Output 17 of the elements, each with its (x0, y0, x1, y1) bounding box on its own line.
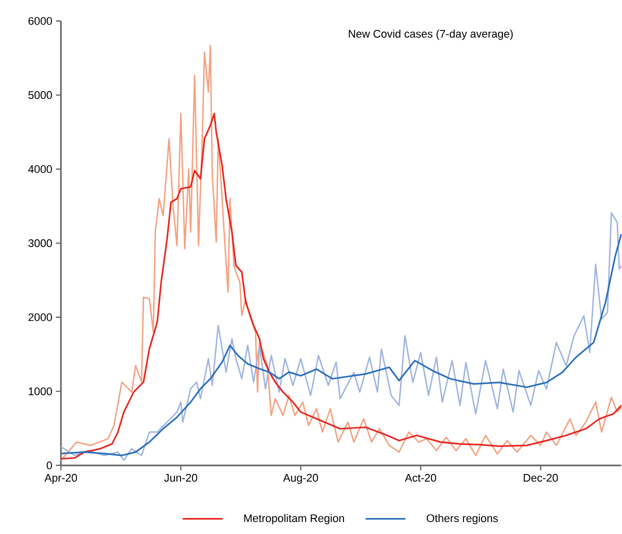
x-tick-label: Act-20 (404, 474, 436, 482)
y-tick-label: 1000 (28, 387, 52, 396)
line-series (60, 44, 622, 461)
x-tick-label: Apr-20 (44, 474, 77, 484)
line-series (60, 112, 622, 460)
y-tick-label: 6000 (28, 16, 52, 25)
legend-label: Others regions (426, 514, 498, 524)
text: New Covid cases (7-day average) (348, 29, 513, 40)
y-tick-label: 2000 (28, 313, 52, 321)
y-tick-label: 4000 (28, 165, 52, 173)
y-tick-label: 0 (46, 461, 52, 470)
y-tick-label: 3000 (28, 239, 52, 247)
x-tick-label: Dec-20 (524, 474, 558, 482)
x-tick-label: Aug-20 (283, 474, 318, 484)
x-tick-label: Jun-20 (164, 474, 198, 482)
y-tick-label: 5000 (28, 91, 52, 99)
legend-label: Metropolitam Region (244, 514, 344, 524)
